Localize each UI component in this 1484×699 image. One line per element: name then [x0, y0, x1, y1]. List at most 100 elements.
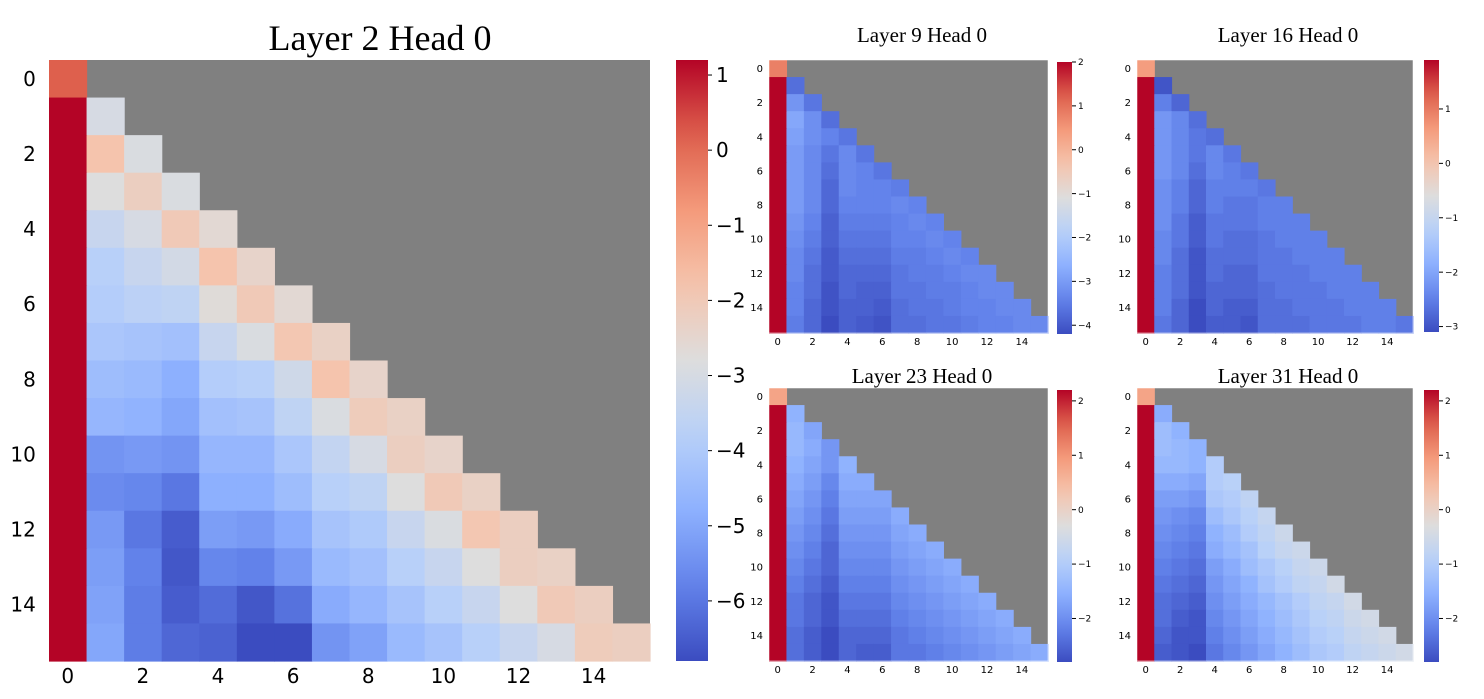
- heatmap-cell: [1154, 490, 1173, 509]
- colorbar-tick-label: 1: [716, 63, 729, 87]
- heatmap-cell: [1206, 507, 1224, 526]
- heatmap-cell: [274, 322, 313, 362]
- heatmap-cell: [769, 162, 788, 181]
- heatmap-cell: [1223, 196, 1242, 215]
- heatmap-cell: [1223, 230, 1242, 249]
- colorbar-tick-label: 0: [1445, 506, 1451, 516]
- heatmap-cell: [1275, 558, 1293, 577]
- heatmap-cell: [1206, 230, 1224, 249]
- heatmap-cell: [1395, 643, 1414, 662]
- heatmap-cell: [786, 213, 805, 232]
- y-tick-label: 2: [23, 142, 36, 166]
- heatmap-cell: [1223, 162, 1242, 181]
- heatmap-cell: [1171, 643, 1190, 662]
- heatmap-cell: [1223, 626, 1242, 645]
- heatmap-cell: [1309, 247, 1328, 266]
- heatmap-cell: [236, 285, 275, 324]
- heatmap-cell: [199, 473, 238, 512]
- heatmap-cell: [1206, 281, 1224, 300]
- heatmap-cell: [943, 558, 962, 577]
- heatmap-cell: [1206, 196, 1224, 215]
- colorbar-tick-label: −2: [1078, 615, 1091, 625]
- y-tick-label: 8: [23, 367, 36, 391]
- heatmap-cell: [1206, 247, 1224, 266]
- heatmap-cell: [1188, 592, 1207, 611]
- heatmap-cell: [1257, 179, 1276, 198]
- heatmap-cell: [86, 247, 125, 286]
- heatmap-cell: [236, 398, 275, 437]
- heatmap-cell: [1188, 315, 1207, 334]
- heatmap-cell: [574, 623, 614, 662]
- colorbar-tick-label: −6: [716, 589, 745, 613]
- heatmap-cell: [124, 548, 163, 587]
- heatmap-cell: [873, 609, 892, 628]
- heatmap-cell: [1240, 264, 1259, 283]
- heatmap-cell: [1137, 281, 1155, 300]
- heatmap-cell: [803, 213, 822, 232]
- heatmap-cell: [1326, 247, 1345, 266]
- heatmap-cell: [1171, 179, 1190, 198]
- heatmap-cell: [1223, 298, 1242, 317]
- heatmap-cell: [199, 435, 238, 474]
- heatmap-cell: [1137, 213, 1155, 232]
- chart-title: Layer 31 Head 0: [1218, 364, 1359, 388]
- heatmap-cell: [891, 558, 910, 577]
- heatmap-cell: [1240, 592, 1259, 611]
- heatmap-cell: [1240, 490, 1259, 509]
- heatmap-cell: [908, 592, 927, 611]
- heatmap-cell: [1223, 490, 1242, 509]
- heatmap-cell: [1137, 490, 1155, 509]
- heatmap-cell: [838, 145, 857, 163]
- heatmap-cell: [786, 247, 805, 266]
- heatmap-cell: [873, 490, 892, 509]
- heatmap-cell: [1137, 111, 1155, 129]
- heatmap-cell: [1326, 281, 1345, 300]
- heatmap-cell: [387, 435, 426, 474]
- heatmap-cell: [1154, 609, 1173, 628]
- heatmap-cell: [161, 398, 200, 437]
- heatmap-cell: [274, 285, 313, 324]
- heatmap-cell: [1154, 315, 1173, 334]
- heatmap-cell: [1292, 541, 1311, 560]
- heatmap-cell: [838, 507, 857, 526]
- heatmap-cell: [1223, 281, 1242, 300]
- heatmap-cell: [1171, 111, 1190, 129]
- heatmap-cell: [1275, 609, 1293, 628]
- heatmap-cell: [943, 626, 962, 645]
- heatmap-cell: [769, 456, 788, 474]
- heatmap-cell: [49, 623, 88, 662]
- x-tick-label: 8: [914, 337, 920, 348]
- heatmap-cell: [908, 643, 927, 662]
- y-tick-label: 14: [1118, 303, 1131, 314]
- heatmap-cell: [1137, 575, 1155, 594]
- heatmap-cell: [803, 473, 822, 491]
- heatmap-cell: [995, 281, 1014, 300]
- heatmap-cell: [1206, 490, 1224, 509]
- heatmap-cell: [1171, 473, 1190, 491]
- heatmap-cell: [838, 609, 857, 628]
- heatmap-cell: [1240, 558, 1259, 577]
- heatmap-cell: [199, 247, 238, 286]
- x-tick-label: 8: [914, 665, 920, 676]
- heatmap-cell: [199, 210, 238, 249]
- heatmap-cell: [803, 490, 822, 509]
- heatmap-cell: [873, 281, 892, 300]
- heatmap-cell: [769, 609, 788, 628]
- x-tick-label: 2: [137, 664, 150, 688]
- heatmap-cell: [856, 247, 875, 266]
- heatmap-cell: [1206, 145, 1224, 163]
- heatmap-cell: [838, 264, 857, 283]
- heatmap-cell: [838, 179, 857, 198]
- heatmap-cell: [769, 490, 788, 509]
- y-tick-label: 8: [757, 529, 763, 540]
- heatmap-cell: [236, 623, 275, 662]
- heatmap-cell: [995, 643, 1014, 662]
- heatmap-cell: [1188, 626, 1207, 645]
- heatmap-cell: [856, 315, 875, 334]
- heatmap-cell: [49, 510, 88, 549]
- heatmap-cell: [499, 510, 538, 549]
- x-tick-label: 14: [1015, 665, 1028, 676]
- heatmap-cell: [856, 298, 875, 317]
